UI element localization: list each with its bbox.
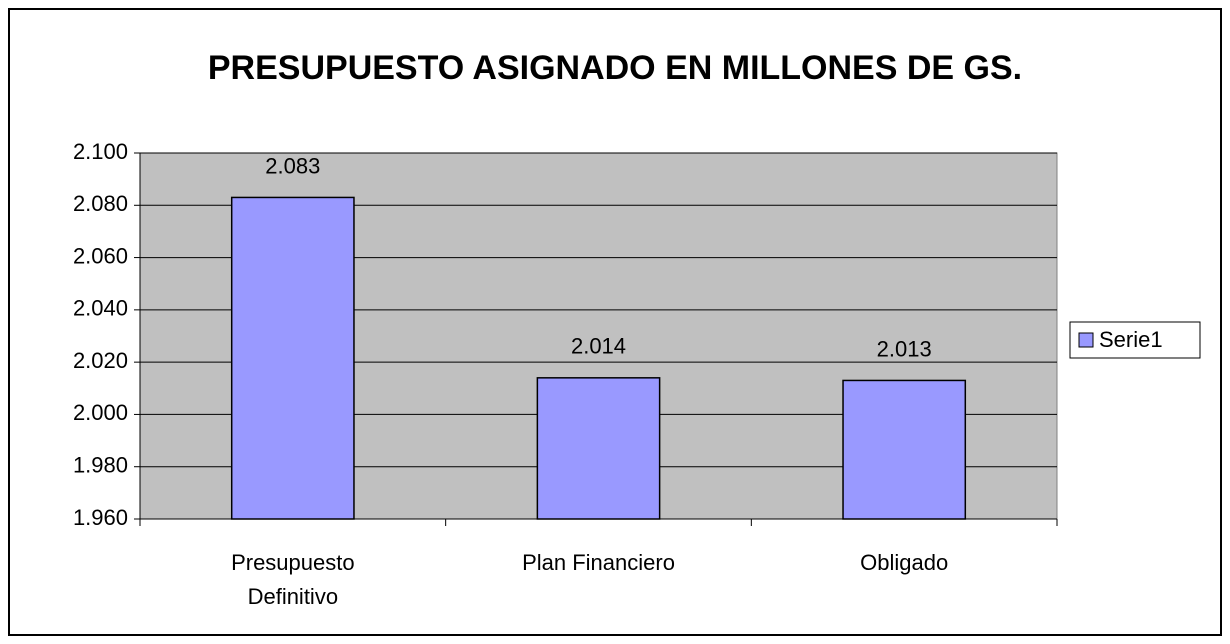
bar [230,196,355,520]
chart-title: PRESUPUESTO ASIGNADO EN MILLONES DE GS. [208,49,1022,87]
y-tick-label: 2.040 [73,296,128,321]
y-tick-label: 2.060 [73,243,128,268]
legend-box [1069,321,1201,359]
value-label: 2.014 [571,334,626,359]
bar [842,379,967,520]
x-tick-label: Plan Financiero [522,550,675,575]
legend-swatch [1078,332,1094,348]
y-tick-label: 2.020 [73,348,128,373]
x-tick-label: Presupuesto Definitivo [231,550,355,609]
bar [536,377,661,520]
y-tick-label: 1.980 [73,453,128,478]
x-tick-label: Obligado [860,550,949,575]
y-tick-label: 2.080 [73,191,128,216]
value-label: 2.013 [877,336,932,361]
legend-label: Serie1 [1099,327,1163,352]
y-tick-label: 2.100 [73,139,128,164]
y-tick-label: 2.000 [73,400,128,425]
y-tick-label: 1.960 [73,505,128,530]
value-label: 2.083 [265,153,320,178]
